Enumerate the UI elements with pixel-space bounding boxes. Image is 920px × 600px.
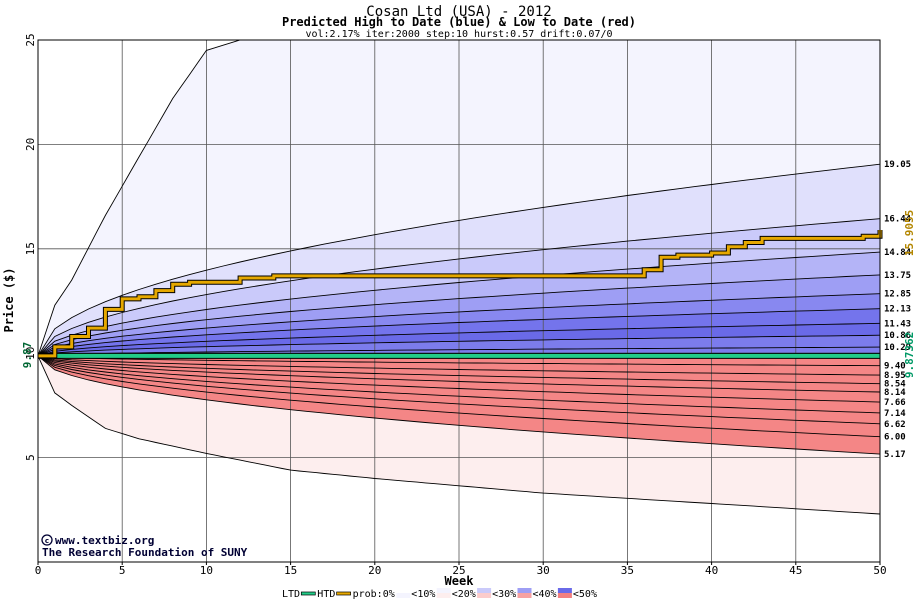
x-tick-label: 10 [200,564,213,577]
legend-prob-item: <30% [492,589,516,600]
legend-prob-item: <10% [411,589,435,600]
copyright-icon-glyph: c [45,537,49,545]
x-tick-label: 0 [35,564,42,577]
legend-ltd-swatch [300,591,316,596]
chart-params: vol:2.17% iter:2000 step:10 hurst:0.57 d… [305,29,612,40]
x-tick-label: 30 [537,564,550,577]
high-quantile-end-label: 12.13 [884,305,911,315]
quantile-line [37,251,881,357]
legend-swatch-red [396,593,411,598]
legend-swatch-blue [396,588,411,593]
legend-swatch-blue [517,588,532,593]
high-quantile-end-label: 19.05 [884,160,911,170]
y-tick-label: 10 [24,347,37,360]
quantile-line [37,334,881,357]
high-band-4 [38,274,880,356]
chart-subtitle: Predicted High to Date (blue) & Low to D… [282,15,636,29]
legend-swatch-blue [477,588,492,593]
quantile-line [37,218,881,357]
high-quantile-end-label: 10.29 [884,343,911,353]
y-tick-label: 20 [24,138,37,151]
quantile-contours [37,39,881,515]
quantile-line [37,308,881,357]
htd-end-value: 15.9055 [903,210,916,256]
quantile-line [37,355,881,385]
credit-org: The Research Foundation of SUNY [42,546,248,559]
copyright-icon [41,534,53,546]
quantile-line [37,322,881,357]
data-series [38,230,883,359]
high-band-3 [38,252,880,356]
quantile-line [37,355,881,438]
x-tick-label: 50 [873,564,886,577]
x-tick-label: 40 [705,564,718,577]
legend-swatch-red [557,593,572,598]
low-quantile-end-label: 7.14 [884,409,906,419]
quantile-line [37,355,881,403]
credit-url: www.textbiz.org [55,534,154,547]
high-quantile-end-label: 14.84 [884,248,912,258]
legend-prob-item: <20% [452,589,476,600]
high-band-5 [38,293,880,356]
quantile-line [37,355,881,367]
legend-prob-label: prob:0% [353,589,395,600]
x-tick-label: 25 [452,564,465,577]
quantile-line [37,355,881,393]
low-quantile-end-label: 8.54 [884,380,906,390]
high-quantile-end-label: 11.43 [884,319,911,329]
y-tick-label: 15 [24,242,37,255]
x-tick-label: 5 [119,564,126,577]
low-quantile-end-label: 9.40 [884,362,906,372]
low-quantile-end-label: 6.00 [884,433,906,443]
x-axis-label: Week [445,574,475,588]
high-band-1 [38,164,880,356]
y-tick-label: 5 [24,454,37,461]
quantile-line [37,163,881,357]
low-quantile-end-label: 5.17 [884,450,906,460]
x-tick-label: 35 [621,564,634,577]
x-tick-label: 15 [284,564,297,577]
legend-htd-label: HTD [317,589,335,600]
start-price-label: 9.87 [21,342,34,369]
legend-ltd-label: LTD [282,589,300,600]
high-quantile-end-label: 16.44 [884,215,912,225]
legend-swatch-blue [557,588,572,593]
high-quantile-end-label: 10.86 [884,331,911,341]
legend-htd-swatch [336,591,351,596]
quantile-line [37,355,881,455]
chart-title: Cosan Ltd (USA) - 2012 [366,4,551,20]
quantile-line [37,355,881,376]
high-band-2 [38,218,880,356]
legend-prob-item: <40% [533,589,557,600]
legend-swatch-red [517,593,532,598]
ltd-end-value: 9.87362 [903,332,916,378]
quantile-line [37,274,881,357]
legend-swatch-blue [436,588,451,593]
low-quantile-end-label: 7.66 [884,398,906,408]
quantile-line [37,355,881,414]
high-quantile-end-label: 12.85 [884,290,911,300]
legend: LTD HTD prob:0% <10% <20% <30% <40% <50% [282,588,597,600]
legend-prob-item: <50% [573,589,597,600]
quantile-line [37,355,881,515]
quantile-line [37,355,881,425]
low-quantile-end-label: 8.95 [884,371,906,381]
low-quantile-end-label: 6.62 [884,420,906,430]
quantile-line [37,293,881,357]
credit-block: c www.textbiz.org The Research Foundatio… [41,534,248,559]
right-quantile-labels: 19.05 16.44 14.84 13.75 12.85 12.13 11.43 10.86… [884,160,912,460]
high-quantile-end-label: 13.75 [884,271,911,281]
x-tick-label: 45 [789,564,802,577]
htd-line [38,230,882,358]
axis-ticks: 0 5 10 15 20 25 30 35 40 45 50 5 10 15 20 25 [24,33,887,577]
legend-swatch-red [477,593,492,598]
quantile-line [37,346,881,357]
y-tick-label: 25 [24,33,37,46]
low-quantile-end-label: 8.14 [884,388,906,398]
legend-swatch-red [436,593,451,598]
y-axis-label: Price ($) [2,267,16,332]
x-tick-label: 20 [368,564,381,577]
